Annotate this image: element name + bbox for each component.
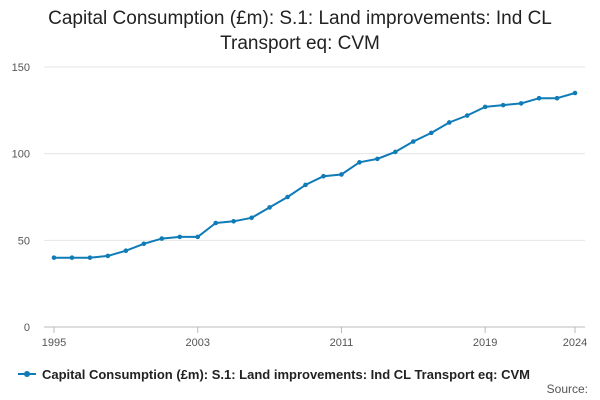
axes bbox=[44, 326, 585, 333]
data-point[interactable] bbox=[375, 156, 380, 162]
data-point[interactable] bbox=[357, 160, 362, 165]
data-point[interactable] bbox=[123, 248, 129, 254]
data-point[interactable] bbox=[411, 139, 416, 144]
chart-title: Capital Consumption (£m): S.1: Land impr… bbox=[0, 6, 600, 56]
y-tick-label: 0 bbox=[24, 322, 30, 334]
data-point[interactable] bbox=[213, 220, 218, 226]
data-point[interactable] bbox=[428, 130, 434, 136]
x-tick-label: 2024 bbox=[563, 337, 587, 349]
data-point[interactable] bbox=[285, 194, 290, 200]
data-point[interactable] bbox=[105, 253, 111, 259]
legend-series-marker-icon bbox=[18, 369, 36, 379]
data-point[interactable] bbox=[195, 234, 201, 240]
data-point[interactable] bbox=[393, 149, 398, 155]
data-point[interactable] bbox=[500, 102, 506, 108]
data-point[interactable] bbox=[339, 172, 344, 177]
data-point[interactable] bbox=[518, 101, 524, 106]
series-line bbox=[54, 92, 576, 259]
x-tick-label: 2019 bbox=[473, 337, 497, 349]
grid-lines bbox=[44, 66, 585, 241]
chart-title-line-2: Transport eq: CVM bbox=[220, 33, 380, 54]
legend[interactable]: Capital Consumption (£m): S.1: Land impr… bbox=[18, 366, 530, 382]
data-point[interactable] bbox=[159, 236, 165, 241]
series-layer bbox=[51, 90, 578, 260]
y-tick-label: 50 bbox=[18, 235, 30, 247]
data-point[interactable] bbox=[482, 104, 488, 110]
legend-label: Capital Consumption (£m): S.1: Land impr… bbox=[42, 366, 531, 382]
data-point[interactable] bbox=[446, 120, 452, 125]
data-point[interactable] bbox=[177, 234, 183, 240]
data-point[interactable] bbox=[87, 255, 93, 260]
data-point[interactable] bbox=[267, 205, 272, 210]
data-point[interactable] bbox=[464, 113, 470, 118]
data-point[interactable] bbox=[69, 255, 75, 260]
y-tick-label: 100 bbox=[12, 149, 30, 161]
data-point[interactable] bbox=[321, 173, 326, 179]
data-point[interactable] bbox=[303, 182, 308, 188]
y-tick-label: 150 bbox=[12, 62, 30, 74]
x-tick-label: 1995 bbox=[42, 337, 66, 349]
data-point[interactable] bbox=[249, 215, 254, 221]
data-point[interactable] bbox=[572, 90, 578, 96]
chart-title-line-1: Capital Consumption (£m): S.1: Land impr… bbox=[48, 8, 552, 29]
data-point[interactable] bbox=[554, 95, 560, 101]
x-tick-label: 2003 bbox=[185, 337, 209, 349]
data-point[interactable] bbox=[536, 95, 542, 101]
tick-labels: 0 50 100 150 1995 2003 2011 2019 2024 bbox=[12, 62, 588, 349]
data-point[interactable] bbox=[51, 255, 57, 260]
data-point[interactable] bbox=[141, 241, 147, 247]
source-label: Source: bbox=[546, 382, 588, 396]
data-point[interactable] bbox=[231, 218, 236, 224]
x-tick-label: 2011 bbox=[330, 337, 354, 349]
